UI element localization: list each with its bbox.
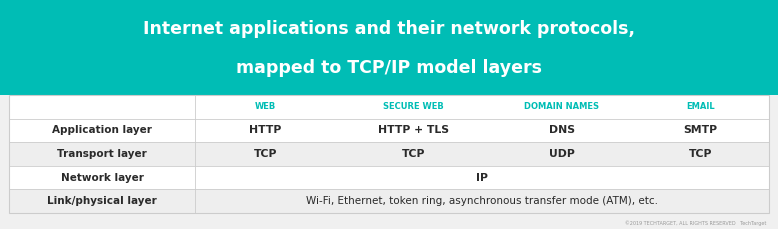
Text: Internet applications and their network protocols,: Internet applications and their network …	[143, 19, 635, 38]
Text: SECURE WEB: SECURE WEB	[384, 102, 444, 111]
Text: Application layer: Application layer	[52, 125, 152, 135]
Text: Wi-Fi, Ethernet, token ring, asynchronous transfer mode (ATM), etc.: Wi-Fi, Ethernet, token ring, asynchronou…	[306, 196, 658, 206]
Text: HTTP + TLS: HTTP + TLS	[378, 125, 449, 135]
Text: HTTP: HTTP	[250, 125, 282, 135]
Text: TCP: TCP	[402, 149, 426, 159]
Text: Link/physical layer: Link/physical layer	[47, 196, 157, 206]
FancyBboxPatch shape	[9, 166, 769, 189]
Text: SMTP: SMTP	[683, 125, 717, 135]
Text: IP: IP	[476, 173, 488, 183]
Text: ©2019 TECHTARGET, ALL RIGHTS RESERVED   TechTarget: ©2019 TECHTARGET, ALL RIGHTS RESERVED Te…	[625, 221, 766, 226]
Text: TCP: TCP	[689, 149, 712, 159]
Text: DOMAIN NAMES: DOMAIN NAMES	[524, 102, 599, 111]
FancyBboxPatch shape	[9, 142, 769, 166]
Text: DNS: DNS	[548, 125, 575, 135]
Text: TCP: TCP	[254, 149, 278, 159]
Text: mapped to TCP/IP model layers: mapped to TCP/IP model layers	[236, 59, 542, 77]
Text: Transport layer: Transport layer	[58, 149, 147, 159]
FancyBboxPatch shape	[0, 0, 778, 95]
FancyBboxPatch shape	[9, 95, 769, 119]
FancyBboxPatch shape	[9, 119, 769, 142]
FancyBboxPatch shape	[9, 189, 769, 213]
Text: Network layer: Network layer	[61, 173, 144, 183]
Text: UDP: UDP	[548, 149, 575, 159]
Text: EMAIL: EMAIL	[686, 102, 715, 111]
Text: WEB: WEB	[255, 102, 276, 111]
